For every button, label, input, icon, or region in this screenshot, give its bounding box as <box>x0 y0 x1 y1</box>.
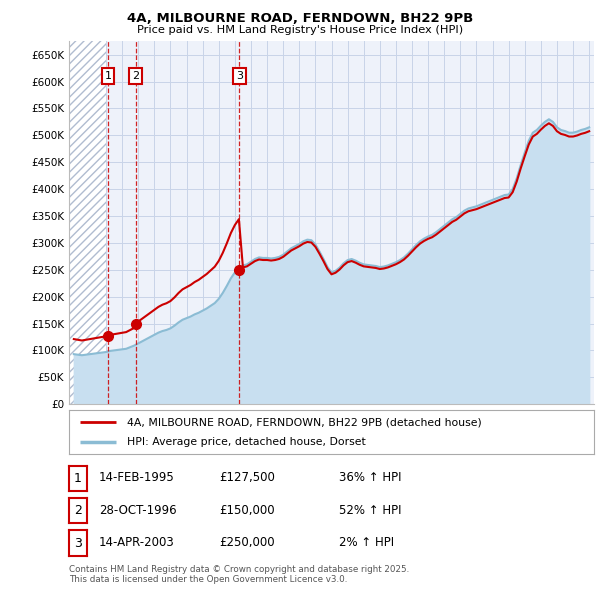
Text: 2: 2 <box>132 71 139 81</box>
Text: 4A, MILBOURNE ROAD, FERNDOWN, BH22 9PB: 4A, MILBOURNE ROAD, FERNDOWN, BH22 9PB <box>127 12 473 25</box>
Text: 14-APR-2003: 14-APR-2003 <box>99 536 175 549</box>
Text: 1: 1 <box>74 471 82 485</box>
Text: 2: 2 <box>74 504 82 517</box>
Text: 36% ↑ HPI: 36% ↑ HPI <box>339 471 401 484</box>
Bar <box>69 41 106 404</box>
Text: £127,500: £127,500 <box>219 471 275 484</box>
Text: 3: 3 <box>74 536 82 550</box>
Text: £150,000: £150,000 <box>219 504 275 517</box>
Text: 14-FEB-1995: 14-FEB-1995 <box>99 471 175 484</box>
Text: Contains HM Land Registry data © Crown copyright and database right 2025.
This d: Contains HM Land Registry data © Crown c… <box>69 565 409 584</box>
Text: 1: 1 <box>104 71 112 81</box>
Text: HPI: Average price, detached house, Dorset: HPI: Average price, detached house, Dors… <box>127 437 365 447</box>
Text: Price paid vs. HM Land Registry's House Price Index (HPI): Price paid vs. HM Land Registry's House … <box>137 25 463 35</box>
Text: 28-OCT-1996: 28-OCT-1996 <box>99 504 176 517</box>
Text: 4A, MILBOURNE ROAD, FERNDOWN, BH22 9PB (detached house): 4A, MILBOURNE ROAD, FERNDOWN, BH22 9PB (… <box>127 418 482 427</box>
Text: 3: 3 <box>236 71 243 81</box>
Text: £250,000: £250,000 <box>219 536 275 549</box>
Text: 52% ↑ HPI: 52% ↑ HPI <box>339 504 401 517</box>
Text: 2% ↑ HPI: 2% ↑ HPI <box>339 536 394 549</box>
